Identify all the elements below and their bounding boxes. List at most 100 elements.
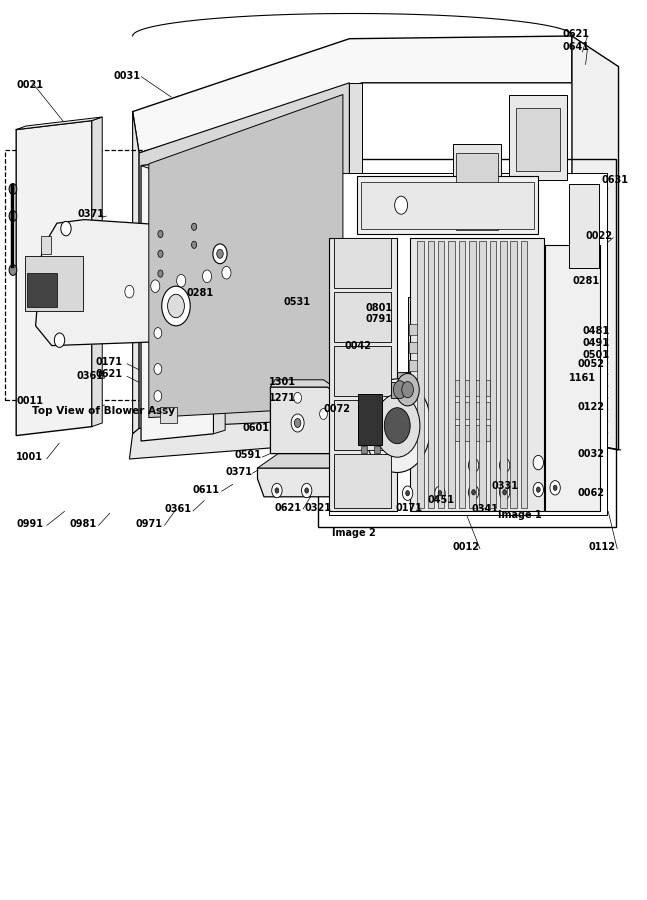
Text: 0062: 0062 <box>577 488 604 499</box>
Polygon shape <box>141 158 214 441</box>
Circle shape <box>553 485 557 490</box>
Circle shape <box>61 221 71 236</box>
Text: 0052: 0052 <box>577 358 604 369</box>
Circle shape <box>305 488 309 493</box>
Bar <box>334 454 391 508</box>
Bar <box>479 241 486 508</box>
Circle shape <box>320 409 327 419</box>
Circle shape <box>158 250 163 257</box>
Polygon shape <box>92 117 102 427</box>
Bar <box>334 292 391 342</box>
Circle shape <box>375 394 420 457</box>
Bar <box>453 144 501 234</box>
Circle shape <box>499 485 510 500</box>
Circle shape <box>151 280 160 292</box>
Circle shape <box>192 241 197 248</box>
Polygon shape <box>349 380 445 468</box>
Text: 0122: 0122 <box>577 401 604 412</box>
Bar <box>469 241 476 508</box>
Bar <box>357 176 538 234</box>
Bar <box>409 378 422 389</box>
Text: 0971: 0971 <box>136 518 163 529</box>
Text: 0042: 0042 <box>344 340 371 351</box>
Text: 0801: 0801 <box>366 302 393 313</box>
Text: 0991: 0991 <box>16 518 43 529</box>
Circle shape <box>302 483 312 498</box>
Circle shape <box>158 230 163 238</box>
Circle shape <box>468 458 479 473</box>
Circle shape <box>472 490 476 495</box>
Bar <box>509 94 567 180</box>
Bar <box>409 396 422 407</box>
Text: 1271: 1271 <box>269 392 296 403</box>
Text: 0331: 0331 <box>492 481 519 491</box>
Bar <box>160 407 177 423</box>
Circle shape <box>438 491 442 496</box>
Polygon shape <box>149 94 343 418</box>
Bar <box>374 446 380 453</box>
Bar <box>391 382 409 398</box>
Polygon shape <box>16 121 92 436</box>
Polygon shape <box>16 117 102 130</box>
Circle shape <box>154 391 162 401</box>
Text: 0022: 0022 <box>586 230 613 241</box>
Circle shape <box>294 392 302 403</box>
Polygon shape <box>572 36 619 450</box>
Bar <box>334 400 391 450</box>
Circle shape <box>536 487 540 492</box>
Circle shape <box>291 414 304 432</box>
Text: Image 1: Image 1 <box>498 509 542 520</box>
Bar <box>5 150 303 400</box>
Text: 0621: 0621 <box>563 29 590 40</box>
Bar <box>452 380 490 396</box>
Polygon shape <box>214 158 225 434</box>
Text: 0072: 0072 <box>324 403 351 414</box>
Polygon shape <box>270 387 349 454</box>
Bar <box>318 159 616 526</box>
Polygon shape <box>349 373 445 394</box>
Bar <box>27 273 57 307</box>
Bar <box>361 182 534 229</box>
Polygon shape <box>258 468 565 497</box>
Bar <box>361 446 367 453</box>
Text: 0621: 0621 <box>275 502 302 513</box>
Text: 0501: 0501 <box>582 349 609 360</box>
Circle shape <box>275 488 279 493</box>
Bar <box>449 243 498 324</box>
Text: 0321: 0321 <box>304 502 331 513</box>
Text: 0281: 0281 <box>573 275 600 286</box>
Text: 0341: 0341 <box>471 504 498 515</box>
Bar <box>428 241 434 508</box>
Circle shape <box>217 249 223 258</box>
Bar <box>41 236 51 254</box>
Polygon shape <box>270 380 349 401</box>
Text: 0171: 0171 <box>96 356 123 367</box>
Bar <box>448 241 455 508</box>
Circle shape <box>393 381 406 399</box>
Text: 0481: 0481 <box>582 326 609 337</box>
Circle shape <box>168 294 184 318</box>
Circle shape <box>158 270 163 277</box>
Text: 0981: 0981 <box>70 518 97 529</box>
Bar <box>516 108 560 171</box>
Circle shape <box>396 374 419 406</box>
Text: 0601: 0601 <box>243 423 270 434</box>
Circle shape <box>177 274 186 287</box>
Bar <box>409 360 422 371</box>
Circle shape <box>364 379 431 472</box>
Text: 0112: 0112 <box>589 542 616 553</box>
Circle shape <box>222 266 231 279</box>
Polygon shape <box>349 83 362 418</box>
Text: 0021: 0021 <box>16 79 43 90</box>
Polygon shape <box>445 371 541 392</box>
Text: 0371: 0371 <box>78 209 105 220</box>
Text: 0641: 0641 <box>563 41 590 52</box>
Polygon shape <box>129 410 572 468</box>
Text: 0631: 0631 <box>602 175 629 185</box>
Circle shape <box>162 286 190 326</box>
Polygon shape <box>258 454 555 468</box>
Bar <box>456 153 498 230</box>
Polygon shape <box>358 394 382 445</box>
Polygon shape <box>141 158 225 169</box>
Polygon shape <box>139 83 349 428</box>
